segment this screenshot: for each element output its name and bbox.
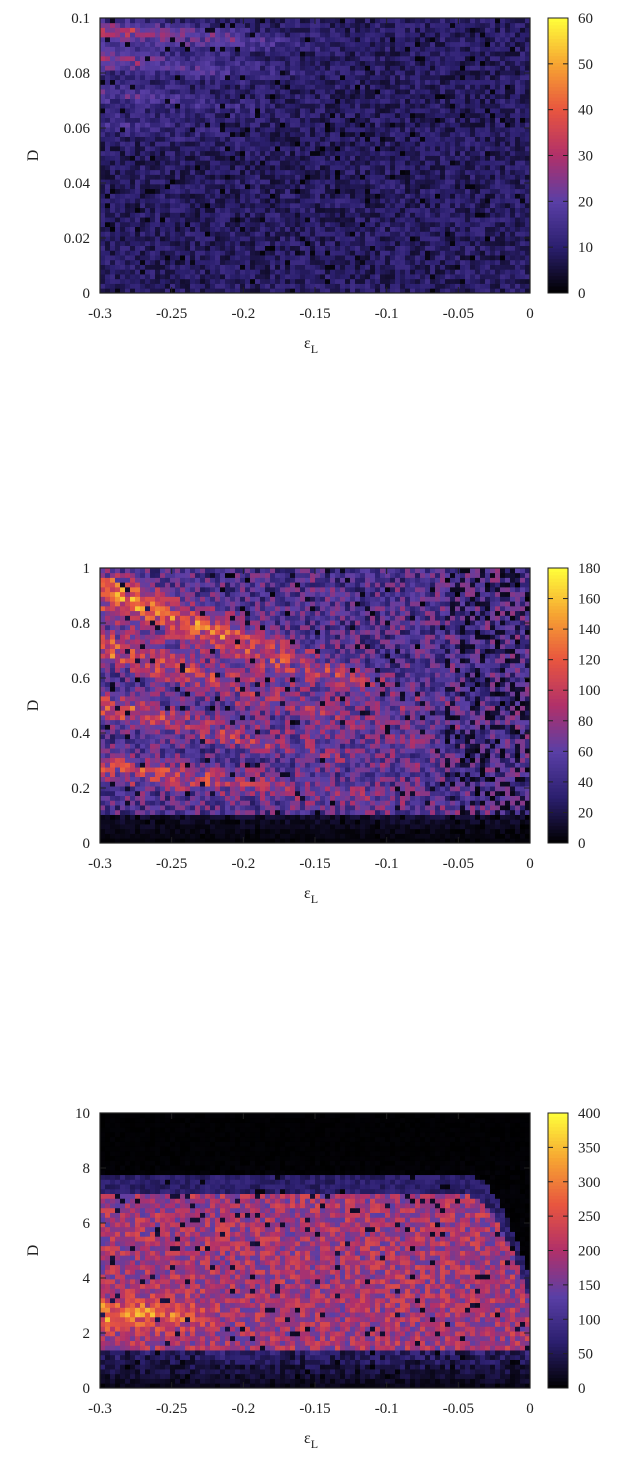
colorbar-tick-label: 20 [578,194,593,210]
colorbar-tick-label: 350 [578,1140,601,1156]
x-tick-label: -0.25 [156,306,187,322]
y-axis-label: D [25,1245,42,1257]
y-tick-label: 0.4 [71,726,90,742]
y-tick-label: 1 [83,561,91,577]
heatmap-2: -0.3 -0.25 -0.2 -0.15 -0.1 -0.05 0 0 0.2 0.4 0.6 0.… [25,561,601,906]
y-tick-label: 0 [83,286,91,302]
colorbar-tick-label: 160 [578,592,601,608]
x-tick-label: -0.3 [88,1401,112,1417]
y-tick-label: 4 [83,1271,91,1287]
y-tick-label: 0.6 [71,671,90,687]
x-tick-label: -0.3 [88,306,112,322]
heatmap-3: -0.3 -0.25 -0.2 -0.15 -0.1 -0.05 0 0 2 4 6 8 10 DεL 0 5… [25,1106,601,1451]
y-tick-label: 0.2 [71,781,90,797]
colorbar-tick-label: 250 [578,1209,601,1225]
x-tick-label: 0 [526,1401,534,1417]
colorbar-tick-label: 100 [578,683,601,699]
heatmap-panel-1: -0.3 -0.25 -0.2 -0.15 -0.1 -0.05 0 0 0.02 0.04 0.0… [0,0,618,370]
heatmap-cells [100,18,531,294]
colorbar-tick-label: 60 [578,744,593,760]
x-tick-label: -0.2 [231,306,255,322]
x-tick-label: -0.2 [231,1401,255,1417]
colorbar-tick-label: 300 [578,1175,601,1191]
colorbar-tick-label: 50 [578,57,593,73]
colorbar-tick-label: 0 [578,286,586,302]
colorbar-tick-label: 20 [578,805,593,821]
colorbar-tick-label: 50 [578,1347,593,1363]
x-tick-label: -0.25 [156,856,187,872]
colorbar-tick-label: 120 [578,653,601,669]
colorbar-tick-label: 180 [578,561,601,577]
colorbar-tick-label: 40 [578,103,593,119]
y-tick-label: 0.04 [64,176,91,192]
colorbar-tick-label: 60 [578,11,593,27]
colorbar-tick-label: 30 [578,149,593,165]
colorbar-tick-label: 0 [578,1381,586,1397]
colorbar-tick-label: 0 [578,836,586,852]
x-tick-label: -0.05 [443,856,474,872]
x-tick-label: -0.2 [231,856,255,872]
x-axis-label: εL [304,1430,318,1451]
y-axis-label: D [25,150,42,162]
x-tick-label: -0.05 [443,306,474,322]
y-tick-label: 0.06 [64,121,91,137]
y-tick-label: 0.8 [71,616,90,632]
y-tick-label: 0 [83,836,91,852]
colorbar-tick-label: 100 [578,1312,601,1328]
x-tick-label: -0.1 [375,306,399,322]
y-axis-label: D [25,700,42,712]
colorbar-tick-label: 150 [578,1278,601,1294]
y-tick-label: 0 [83,1381,91,1397]
colorbar: 0 20 40 60 80 100 120 140 160 180 [547,561,601,852]
colorbar-tick-label: 40 [578,775,593,791]
x-tick-label: 0 [526,306,534,322]
x-axis-label: εL [304,885,318,906]
x-tick-label: -0.05 [443,1401,474,1417]
y-tick-label: 0.08 [64,66,90,82]
colorbar-tick-label: 140 [578,622,601,638]
heatmap-panel-2: -0.3 -0.25 -0.2 -0.15 -0.1 -0.05 0 0 0.2 0.4 0.6 0.… [0,550,618,920]
heatmap-cells [100,568,531,844]
y-tick-label: 10 [75,1106,90,1122]
x-tick-label: -0.1 [375,856,399,872]
x-tick-label: -0.15 [299,306,330,322]
y-tick-label: 2 [83,1326,91,1342]
colorbar-tick-label: 200 [578,1244,601,1260]
x-axis-label: εL [304,335,318,356]
colorbar-tick-label: 10 [578,240,593,256]
colorbar: 0 10 20 30 40 50 60 [547,11,593,302]
colorbar-tick-label: 80 [578,714,593,730]
heatmap-1: -0.3 -0.25 -0.2 -0.15 -0.1 -0.05 0 0 0.02 0.04 0.0… [25,11,593,356]
x-tick-label: -0.15 [299,1401,330,1417]
heatmap-cells [100,1113,531,1389]
x-tick-label: -0.15 [299,856,330,872]
colorbar: 0 50 100 150 200 250 300 350 400 [547,1106,601,1397]
colorbar-tick-label: 400 [578,1106,601,1122]
y-tick-label: 6 [83,1216,91,1232]
x-tick-label: -0.1 [375,1401,399,1417]
y-tick-label: 0.02 [64,231,90,247]
y-tick-label: 0.1 [71,11,90,27]
x-tick-label: -0.25 [156,1401,187,1417]
x-tick-label: -0.3 [88,856,112,872]
x-tick-label: 0 [526,856,534,872]
y-tick-label: 8 [83,1161,91,1177]
